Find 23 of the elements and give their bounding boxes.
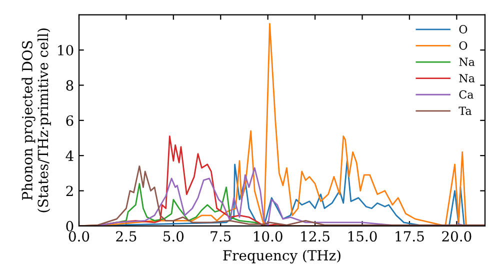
legend-label: Ca — [459, 90, 474, 99]
x-tick-label: 15.0 — [348, 231, 377, 242]
x-tick-label: 2.5 — [116, 231, 136, 242]
legend-label: O — [459, 41, 468, 50]
x-tick-label: 0.0 — [68, 231, 90, 242]
y-tick-label: 0 — [66, 220, 74, 232]
y-axis-title: Phonon projected DOS (States/THz·primitive cell) — [22, 28, 51, 212]
legend-label: Na — [459, 58, 475, 66]
y-tick-label: 6 — [66, 115, 74, 126]
y-tick-label: 8 — [66, 80, 74, 91]
x-tick-label: 17.5 — [396, 231, 424, 242]
legend-label: Na — [459, 74, 475, 82]
x-tick-label: 20.0 — [442, 231, 472, 242]
y-tick-label: 4 — [66, 150, 74, 161]
x-tick-label: 12.5 — [301, 231, 330, 242]
legend-label: Ta — [458, 106, 472, 115]
x-tick-label: 5.0 — [164, 231, 184, 242]
legend-label: O — [459, 25, 468, 34]
x-axis-title: Frequency (THz) — [223, 250, 340, 264]
x-tick-label: 7.5 — [210, 231, 231, 242]
y-tick-label: 10 — [58, 44, 74, 56]
x-tick-label: 10.0 — [254, 231, 282, 242]
y-tick-label: 2 — [66, 186, 73, 196]
